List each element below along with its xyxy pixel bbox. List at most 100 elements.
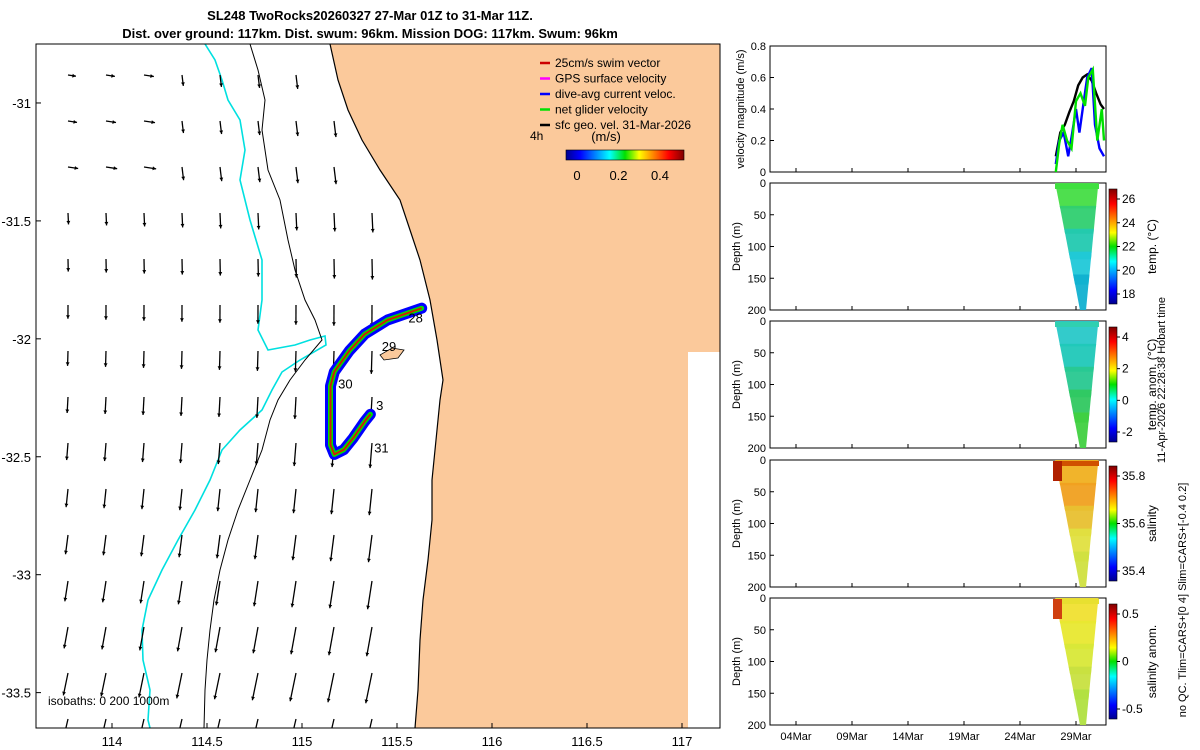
- section-band: [1055, 183, 1099, 209]
- section-band: [1073, 551, 1090, 587]
- map-panel: 28 29 30 3 31 114 114.5 115 115.5 116 116.5 117 -3…: [1, 43, 721, 749]
- velocity-arrowhead: [180, 271, 185, 275]
- velocity-arrow: [369, 718, 373, 728]
- panel-colorbar: [1108, 603, 1118, 720]
- scale-label: 4h: [530, 129, 543, 143]
- velocity-arrowhead: [140, 505, 145, 510]
- velocity-arrowhead: [295, 132, 300, 137]
- velocity-arrowhead: [150, 74, 154, 78]
- velocity-arrowhead: [137, 693, 142, 698]
- colorbar-tick-label: 0.2: [609, 168, 627, 183]
- velocity-arrow: [329, 534, 335, 562]
- track-day-label: 28: [408, 311, 422, 326]
- panel-colorbar-label: temp. anom. (°C): [1145, 339, 1159, 431]
- velocity-arrow: [176, 672, 183, 699]
- velocity-arrow: [65, 718, 69, 728]
- velocity-arrowhead: [142, 270, 147, 274]
- map-x-tick-label: 115: [292, 734, 313, 749]
- velocity-arrowhead: [253, 555, 258, 560]
- colorbar-tick-label: 0.4: [651, 168, 669, 183]
- velocity-ylabel: velocity magnitude (m/s): [735, 49, 747, 168]
- velocity-arrowhead: [101, 598, 106, 603]
- velocity-arrowhead: [180, 223, 185, 228]
- velocity-arrowhead: [102, 504, 107, 509]
- depth-tick-label: 200: [748, 443, 766, 455]
- panel-sal: 0 50 100 150 200 Depth (m) 35.8 35.6 35.4 salinit…: [731, 455, 1159, 594]
- velocity-arrow: [330, 488, 335, 515]
- velocity-arrow: [101, 626, 107, 650]
- section-anomaly-patch: [1053, 599, 1062, 619]
- velocity-arrowhead: [137, 740, 141, 744]
- map-y-axis: -31 -31.5 -32 -32.5 -33 -33.5: [1, 96, 41, 701]
- velocity-arrow: [289, 672, 297, 702]
- panel-colorbar-tick-label: 20: [1122, 263, 1136, 277]
- velocity-arrowhead: [333, 180, 338, 185]
- panel-colorbar-tick-label: 2: [1122, 362, 1129, 376]
- velocity-arrowhead: [139, 599, 143, 604]
- velocity-arrow: [329, 580, 335, 609]
- panel-colorbar-tick-label: -0.5: [1122, 702, 1143, 716]
- velocity-arrowhead: [288, 697, 293, 702]
- velocity-y-tick-label: 0.6: [751, 73, 766, 85]
- velocity-arrowhead: [252, 602, 257, 607]
- speed-colorbar: [565, 149, 685, 161]
- velocity-arrowhead: [214, 601, 219, 606]
- velocity-arrowhead: [63, 597, 68, 602]
- velocity-arrow: [331, 718, 335, 728]
- velocity-arrow: [139, 626, 145, 651]
- isobath-shallow: [141, 44, 327, 728]
- velocity-arrowhead: [141, 364, 146, 368]
- velocity-arrowhead: [256, 320, 260, 324]
- velocity-arrow: [215, 580, 221, 606]
- section-band: [1055, 460, 1099, 486]
- velocity-arrowhead: [62, 691, 66, 696]
- depth-tick-label: 150: [748, 550, 766, 562]
- glider-track: [325, 302, 428, 460]
- velocity-arrowhead: [290, 603, 295, 608]
- velocity-arrowhead: [370, 276, 375, 280]
- section-surface-layer: [1055, 322, 1099, 327]
- velocity-arrowhead: [255, 367, 260, 371]
- side-note-right: 11-Apr-2026 22:28:38 Hobart time: [1156, 297, 1168, 463]
- velocity-arrowhead: [141, 411, 146, 415]
- map-y-tick-label: -31: [12, 96, 31, 111]
- legend-label: sfc geo. vel. 31-Mar-2026: [555, 118, 691, 132]
- map-legend: 25cm/s swim vector GPS surface velocitydi…: [540, 56, 691, 132]
- map-x-tick-label: 114: [102, 734, 123, 749]
- velocity-arrow: [327, 672, 335, 703]
- velocity-arrowhead: [254, 461, 259, 466]
- velocity-arrowhead: [257, 178, 262, 183]
- velocity-arrowhead: [369, 370, 374, 374]
- velocity-arrow: [370, 350, 373, 374]
- velocity-arrow: [217, 488, 221, 512]
- velocity-arrowhead: [367, 558, 371, 563]
- velocity-arrow: [217, 442, 221, 465]
- section-band: [1055, 321, 1099, 347]
- velocity-arrowhead: [291, 556, 296, 561]
- velocity-arrow: [367, 534, 373, 563]
- velocity-arrowhead: [102, 457, 107, 462]
- velocity-arrowhead: [332, 322, 336, 326]
- velocity-arrowhead: [326, 698, 331, 703]
- panel-colorbar-tick-label: 35.4: [1122, 564, 1146, 578]
- velocity-arrowhead: [329, 510, 334, 515]
- panel-colorbar-tick-label: 0: [1122, 655, 1129, 669]
- section-surface-layer: [1055, 184, 1099, 189]
- velocity-arrow: [176, 626, 183, 652]
- velocity-arrowhead: [333, 133, 338, 138]
- velocity-y-tick-label: 0.4: [751, 104, 766, 116]
- time-x-tick-label: 04Mar: [780, 731, 812, 743]
- section-band: [1073, 412, 1090, 448]
- coastline: [329, 44, 444, 728]
- island: [379, 347, 405, 361]
- track-day-labels: 28 29 30 3 31: [338, 311, 423, 456]
- velocity-arrowhead: [367, 511, 372, 516]
- velocity-arrowhead: [332, 227, 337, 232]
- section-anomaly-patch: [1053, 461, 1062, 481]
- velocity-panel: 0 0.2 0.4 0.6 0.8 velocity magnitude (m/s): [735, 41, 1107, 179]
- swim-vector-track: [329, 307, 423, 456]
- velocity-arrowhead: [176, 647, 181, 652]
- isobath-200: [203, 44, 323, 728]
